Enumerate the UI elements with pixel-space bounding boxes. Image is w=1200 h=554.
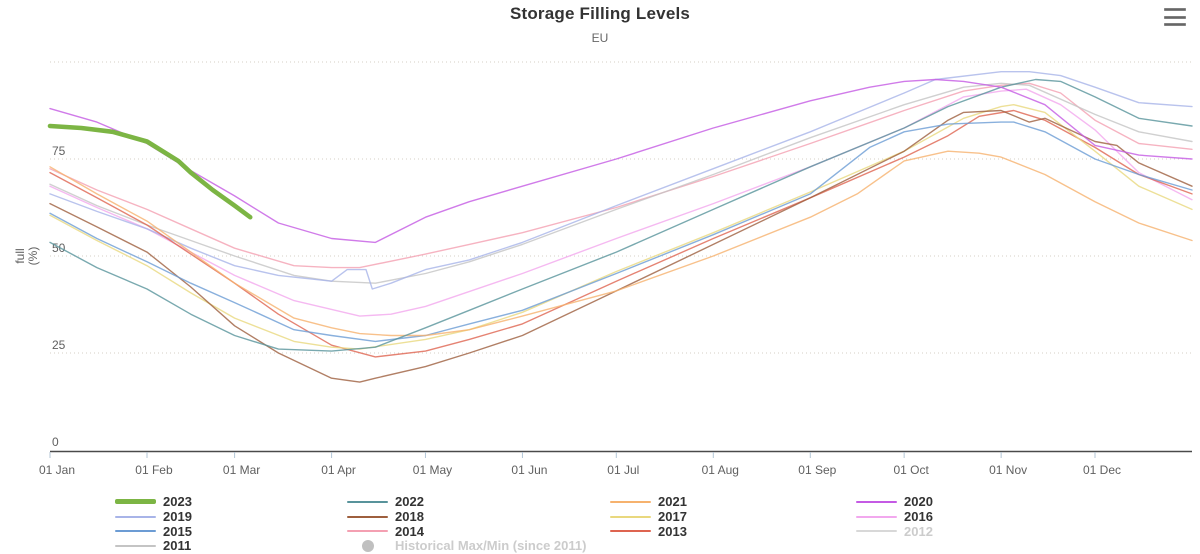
x-axis-label: 01 Apr xyxy=(321,463,356,477)
legend-item-historical-max-min-since-2011-[interactable]: Historical Max/Min (since 2011) xyxy=(347,538,586,553)
line-swatch xyxy=(610,515,651,518)
legend-label: 2012 xyxy=(904,523,933,539)
legend-item-2016[interactable]: 2016 xyxy=(856,509,933,524)
legend-line-marker xyxy=(347,515,388,518)
line-swatch xyxy=(115,544,156,547)
legend-label: 2017 xyxy=(658,509,687,524)
legend-item-2011[interactable]: 2011 xyxy=(115,538,191,553)
x-axis-label: 01 Mar xyxy=(223,463,260,477)
legend-line-marker xyxy=(115,544,156,547)
y-axis-label: 25 xyxy=(52,338,66,352)
series-line-2013 xyxy=(49,109,1193,358)
legend-line-marker xyxy=(856,530,897,532)
series-line-2019 xyxy=(49,70,1193,290)
legend-line-marker xyxy=(347,530,388,532)
legend-item-2022[interactable]: 2022 xyxy=(347,494,424,509)
legend-line-marker xyxy=(610,530,651,532)
line-swatch xyxy=(347,515,388,518)
line-swatch xyxy=(115,530,156,532)
legend-line-marker xyxy=(856,500,897,503)
x-axis-label: 01 Feb xyxy=(135,463,173,477)
series-line-2016 xyxy=(49,88,1193,317)
y-axis-label: 75 xyxy=(52,144,66,158)
x-axis-label: 01 Sep xyxy=(798,463,836,477)
x-axis-label: 01 Aug xyxy=(702,463,739,477)
legend-circle-marker xyxy=(347,539,388,552)
series-line-2011 xyxy=(49,82,1193,284)
line-swatch xyxy=(610,530,651,532)
series-line-2020 xyxy=(49,78,1193,244)
series-line-2014 xyxy=(49,82,1193,269)
legend-label: 2011 xyxy=(163,538,192,553)
x-axis-label: 01 Nov xyxy=(989,463,1027,477)
legend-line-marker xyxy=(115,530,156,532)
x-axis-label: 01 Jan xyxy=(39,463,75,477)
legend-line-marker xyxy=(115,515,156,518)
series-line-2022 xyxy=(49,78,1193,352)
line-swatch xyxy=(856,500,897,503)
y-axis-label: 0 xyxy=(52,435,59,449)
legend-line-marker xyxy=(610,515,651,518)
legend-label: 2021 xyxy=(658,494,687,509)
series-line-2015 xyxy=(49,121,1193,343)
series-line-2021 xyxy=(49,150,1193,337)
line-swatch xyxy=(115,515,156,518)
chart-title: Storage Filling Levels xyxy=(509,4,691,23)
legend-label: 2023 xyxy=(163,494,192,509)
legend-line-marker xyxy=(856,515,897,518)
legend-line-marker xyxy=(115,499,156,504)
legend-line-marker xyxy=(347,500,388,503)
x-axis-label: 01 Jun xyxy=(511,463,547,477)
x-axis-label: 01 Oct xyxy=(893,463,929,477)
legend-item-2015[interactable]: 2015 xyxy=(115,524,192,539)
legend-item-2014[interactable]: 2014 xyxy=(347,524,424,539)
legend-label: 2022 xyxy=(395,494,424,509)
legend-label: 2020 xyxy=(904,494,933,509)
legend-label: 2013 xyxy=(658,523,687,539)
hamburger-bar xyxy=(1164,23,1186,26)
line-swatch xyxy=(115,499,156,504)
x-axis-label: 01 Jul xyxy=(607,463,639,477)
legend-label: 2014 xyxy=(395,523,424,539)
legend-label: 2019 xyxy=(163,509,192,524)
circle-icon xyxy=(361,539,374,552)
line-swatch xyxy=(347,500,388,503)
x-axis-label: 01 Dec xyxy=(1083,463,1121,477)
hamburger-menu-icon[interactable] xyxy=(1162,7,1188,27)
line-swatch xyxy=(856,515,897,518)
y-axis-title: full(%) xyxy=(13,247,40,266)
legend-item-2023[interactable]: 2023 xyxy=(115,494,192,509)
legend-item-2019[interactable]: 2019 xyxy=(115,509,192,524)
chart-subtitle: EU xyxy=(591,31,609,45)
hamburger-bar xyxy=(1164,15,1186,19)
line-swatch xyxy=(610,500,651,503)
legend-label: 2018 xyxy=(395,509,424,524)
legend-item-2020[interactable]: 2020 xyxy=(856,494,933,509)
x-axis-label: 01 May xyxy=(413,463,452,477)
legend-item-2012[interactable]: 2012 xyxy=(856,524,933,539)
legend-label: 2016 xyxy=(904,509,933,524)
line-swatch xyxy=(856,530,897,532)
legend-line-marker xyxy=(610,500,651,503)
series-line-2023 xyxy=(47,123,253,220)
legend-label: 2015 xyxy=(163,523,192,539)
series-line-2017 xyxy=(49,103,1193,350)
legend-item-2021[interactable]: 2021 xyxy=(610,494,687,509)
line-swatch xyxy=(347,530,388,532)
legend-label: Historical Max/Min (since 2011) xyxy=(395,538,587,553)
series-line-2018 xyxy=(49,109,1193,383)
legend-item-2017[interactable]: 2017 xyxy=(610,509,687,524)
legend-item-2013[interactable]: 2013 xyxy=(610,524,687,539)
hamburger-bar xyxy=(1164,8,1186,11)
legend-item-2018[interactable]: 2018 xyxy=(347,509,424,524)
y-axis-label: 50 xyxy=(52,241,66,255)
